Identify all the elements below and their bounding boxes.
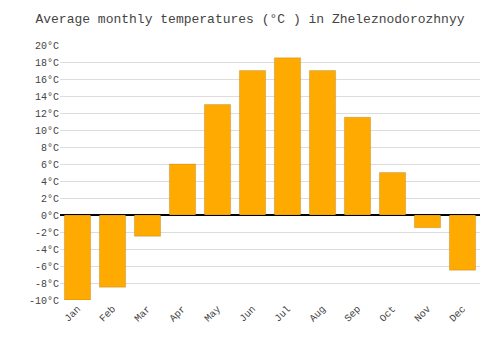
- svg-text:18°C: 18°C: [35, 58, 59, 69]
- svg-text:Oct: Oct: [378, 304, 399, 325]
- svg-text:20°C: 20°C: [35, 41, 59, 52]
- svg-text:Feb: Feb: [98, 304, 119, 325]
- svg-text:-2°C: -2°C: [35, 228, 59, 239]
- svg-text:14°C: 14°C: [35, 92, 59, 103]
- svg-text:May: May: [203, 304, 224, 325]
- svg-text:8°C: 8°C: [41, 143, 59, 154]
- svg-text:Aug: Aug: [308, 304, 329, 325]
- svg-text:Jul: Jul: [273, 304, 294, 325]
- svg-text:16°C: 16°C: [35, 75, 59, 86]
- svg-text:0°C: 0°C: [41, 211, 59, 222]
- svg-text:Mar: Mar: [133, 304, 154, 325]
- svg-text:Jun: Jun: [238, 304, 259, 325]
- svg-text:Apr: Apr: [168, 304, 189, 325]
- svg-text:10°C: 10°C: [35, 126, 59, 137]
- svg-text:4°C: 4°C: [41, 177, 59, 188]
- svg-text:Jan: Jan: [63, 304, 84, 325]
- svg-text:Nov: Nov: [413, 304, 434, 325]
- svg-text:2°C: 2°C: [41, 194, 59, 205]
- svg-text:-10°C: -10°C: [29, 296, 59, 307]
- svg-text:-6°C: -6°C: [35, 262, 59, 273]
- svg-text:Sep: Sep: [343, 304, 364, 325]
- svg-text:12°C: 12°C: [35, 109, 59, 120]
- svg-text:-4°C: -4°C: [35, 245, 59, 256]
- svg-text:6°C: 6°C: [41, 160, 59, 171]
- svg-text:Average monthly temperatures (: Average monthly temperatures (°C ) in Zh…: [35, 12, 464, 27]
- svg-text:Dec: Dec: [448, 304, 469, 325]
- svg-text:-8°C: -8°C: [35, 279, 59, 290]
